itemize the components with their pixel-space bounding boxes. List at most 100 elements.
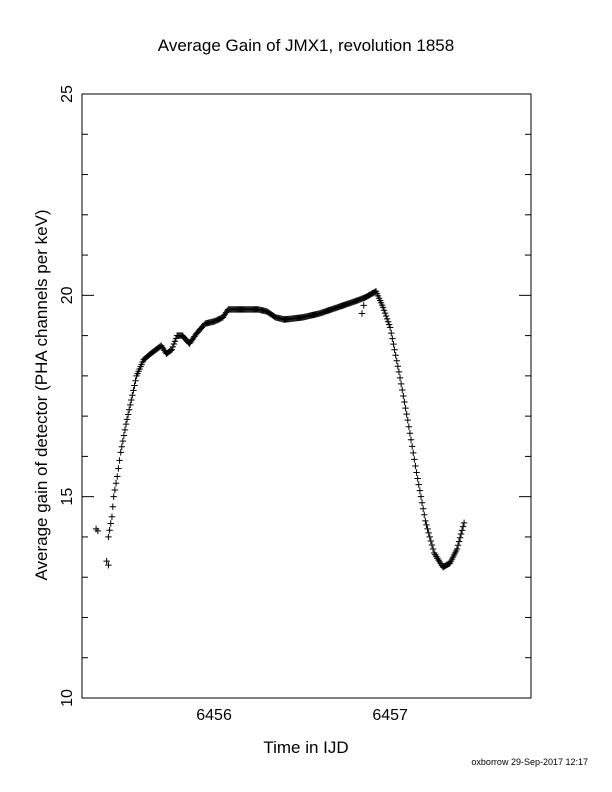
data-point: [114, 473, 121, 480]
data-point: [132, 377, 139, 384]
data-point: [115, 465, 122, 472]
data-point: [417, 493, 425, 500]
data-point: [128, 396, 135, 404]
data-point: [358, 310, 366, 317]
data-point: [456, 534, 464, 541]
data-point: [427, 537, 435, 545]
data-point: [386, 324, 394, 331]
data-point: [429, 545, 437, 553]
data-point: [413, 469, 420, 476]
data-point: [109, 503, 117, 510]
data-point: [397, 380, 405, 388]
data-point: [390, 340, 397, 348]
data-point: [111, 486, 119, 494]
data-point: [408, 443, 416, 450]
data-point: [391, 346, 398, 353]
data-point: [407, 436, 415, 443]
data-point: [379, 304, 387, 311]
data-point: [419, 505, 427, 512]
data-point: [453, 545, 461, 553]
data-point: [158, 342, 165, 349]
x-tick-label: 6456: [196, 707, 232, 724]
data-point: [411, 456, 418, 463]
y-tick-label: 10: [59, 689, 76, 707]
data-point: [418, 499, 426, 506]
y-tick-label: 25: [59, 85, 76, 103]
data-point: [112, 480, 120, 487]
data-point: [160, 345, 167, 353]
data-point: [457, 530, 465, 538]
data-point: [424, 525, 431, 533]
data-point: [410, 449, 417, 457]
data-point: [167, 347, 174, 354]
data-point: [400, 392, 407, 400]
data-point: [422, 517, 429, 525]
data-point: [426, 533, 433, 541]
data-point: [130, 387, 137, 394]
data-point: [392, 352, 399, 359]
footer-timestamp: oxborrow 29-Sep-2017 12:17: [471, 757, 588, 767]
plot-frame: [81, 93, 532, 699]
data-point: [117, 449, 124, 456]
data-point: [168, 346, 175, 353]
data-point: [425, 529, 432, 537]
data-point: [222, 309, 230, 316]
data-point: [423, 521, 430, 529]
data-point: [94, 527, 102, 535]
chart-title: Average Gain of JMX1, revolution 1858: [157, 36, 455, 55]
data-point: [405, 423, 413, 430]
data-point: [159, 344, 166, 351]
data-point: [131, 382, 138, 389]
data-point: [365, 292, 373, 299]
data-point: [389, 335, 396, 342]
data-point: [416, 487, 424, 494]
data-point: [118, 443, 125, 450]
data-point: [129, 391, 136, 399]
data-point: [388, 329, 395, 337]
data-point: [382, 312, 390, 320]
data-point: [402, 404, 409, 412]
data-point: [124, 411, 132, 418]
y-tick-label: 20: [59, 286, 76, 304]
data-point: [401, 398, 408, 406]
data-point: [403, 410, 410, 418]
data-point: [108, 513, 116, 520]
data-point: [369, 290, 376, 297]
data-point: [460, 519, 468, 527]
data-point: [380, 307, 388, 314]
data-point: [421, 511, 428, 518]
data-point: [122, 420, 130, 428]
data-point: [412, 462, 419, 470]
data-point: [385, 321, 393, 328]
data-point: [171, 338, 179, 345]
data-point: [404, 416, 411, 424]
data-point: [110, 493, 117, 500]
data-point: [415, 481, 422, 488]
data-point: [459, 523, 467, 530]
data-point: [125, 406, 133, 413]
data-point: [127, 401, 134, 409]
data-point: [399, 386, 406, 394]
data-point: [116, 457, 123, 464]
data-point: [119, 437, 127, 445]
data-point: [103, 557, 110, 565]
data-point: [383, 315, 391, 323]
data-point: [455, 538, 463, 545]
data-point: [414, 475, 421, 482]
data-point: [105, 561, 112, 569]
data-point: [221, 311, 229, 318]
data-point: [219, 314, 227, 321]
data-point: [393, 357, 400, 364]
data-point: [106, 527, 113, 534]
data-point: [105, 533, 112, 541]
data-point: [220, 312, 228, 320]
data-point: [395, 368, 403, 376]
data-point: [381, 309, 389, 317]
data-point: [169, 343, 177, 351]
data-point: [458, 527, 466, 534]
data-point: [120, 432, 128, 439]
data-point: [396, 374, 404, 382]
data-point: [123, 416, 131, 423]
x-tick-label: 6457: [372, 707, 408, 724]
